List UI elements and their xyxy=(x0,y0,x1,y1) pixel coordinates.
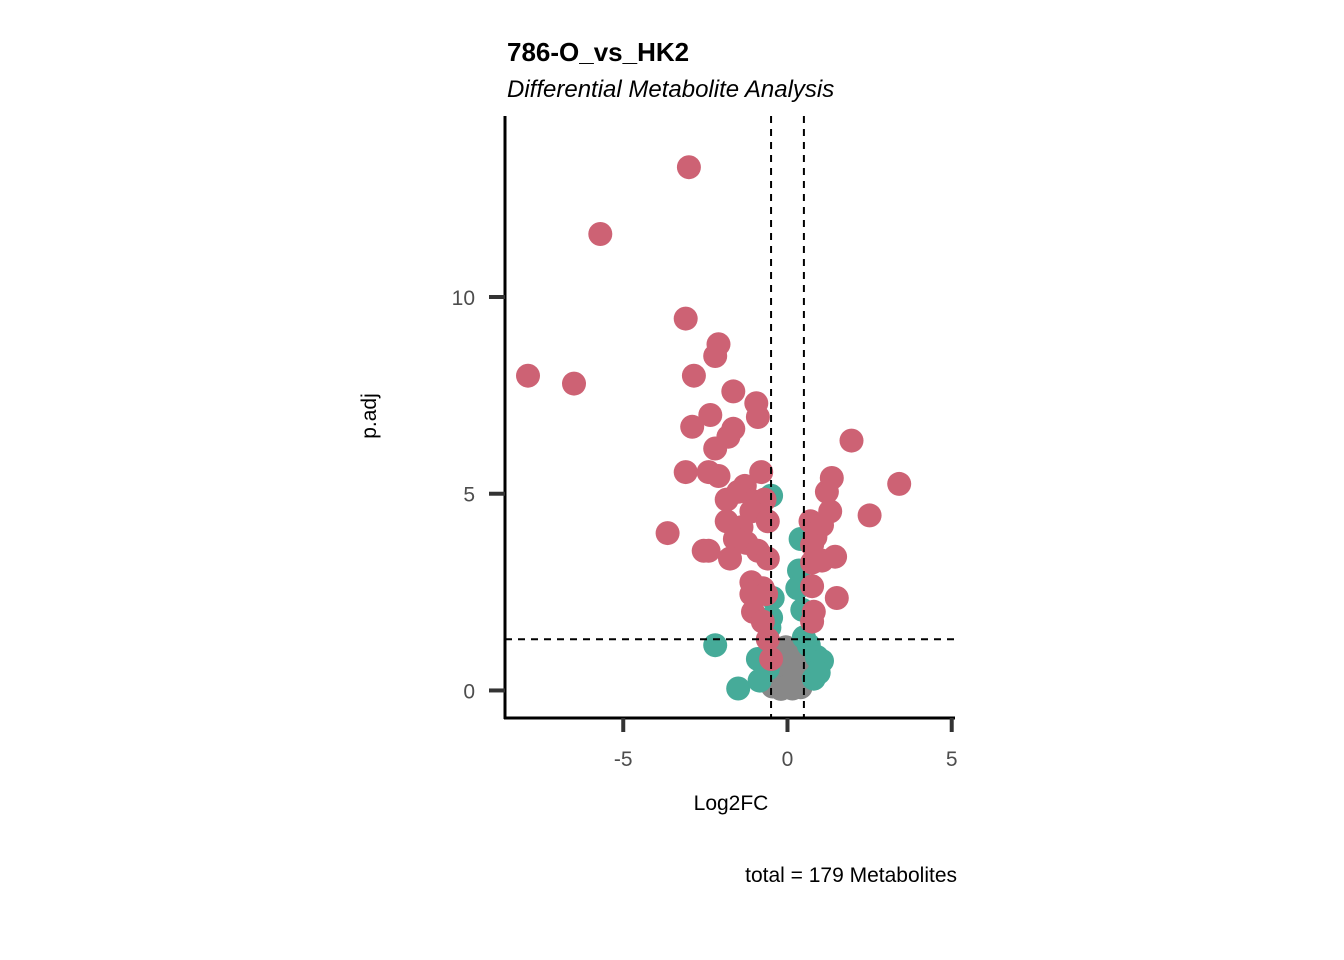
data-point-significant xyxy=(703,436,728,461)
data-point-significant xyxy=(745,405,770,429)
data-point-significant xyxy=(887,471,912,496)
data-point-significant xyxy=(755,509,780,534)
y-tick-label: 5 xyxy=(463,484,475,507)
points-layer xyxy=(516,155,912,701)
x-tick-label: 0 xyxy=(782,748,794,771)
data-point-significant xyxy=(857,503,882,528)
data-point-significant xyxy=(673,306,698,331)
data-point-significant xyxy=(714,487,739,512)
chart-caption: total = 179 Metabolites xyxy=(745,864,957,887)
data-point-significant xyxy=(673,460,698,485)
axes: -5 0 5 0 5 10 xyxy=(452,116,958,771)
chart-subtitle: Differential Metabolite Analysis xyxy=(507,76,834,103)
data-point-significant xyxy=(681,363,706,388)
data-point-pvalue-only xyxy=(726,676,751,701)
data-point-significant xyxy=(824,586,849,610)
data-point-significant xyxy=(814,479,839,504)
data-point-significant xyxy=(755,546,780,571)
data-point-significant xyxy=(754,582,779,607)
data-point-significant xyxy=(703,344,728,368)
x-axis-title: Log2FC xyxy=(694,792,769,815)
data-point-significant xyxy=(588,222,613,246)
data-point-significant xyxy=(676,155,701,180)
data-point-significant xyxy=(516,363,540,388)
data-point-significant xyxy=(696,538,721,563)
data-point-significant xyxy=(800,550,825,575)
data-point-significant xyxy=(721,379,746,404)
x-tick-label: -5 xyxy=(614,748,633,771)
data-point-significant xyxy=(749,460,774,485)
data-point-significant xyxy=(759,647,784,671)
data-point-significant xyxy=(706,464,731,488)
data-point-significant xyxy=(680,414,705,439)
data-point-pvalue-only xyxy=(747,668,772,693)
data-point-not-significant xyxy=(783,672,808,697)
x-tick-label: 5 xyxy=(946,748,958,771)
data-point-significant xyxy=(698,403,723,427)
data-point-pvalue-only xyxy=(801,666,826,691)
data-point-significant xyxy=(655,521,680,546)
data-point-significant xyxy=(839,428,864,453)
data-point-significant xyxy=(800,574,825,599)
y-tick-label: 0 xyxy=(463,680,475,703)
threshold-lines xyxy=(505,116,955,718)
data-point-significant xyxy=(562,371,586,396)
y-tick-label: 10 xyxy=(452,287,475,310)
chart-title: 786-O_vs_HK2 xyxy=(507,37,689,67)
data-point-significant xyxy=(718,546,742,571)
y-axis-title: p.adj xyxy=(358,393,381,439)
data-point-pvalue-only xyxy=(703,633,728,658)
data-point-significant xyxy=(800,609,825,634)
